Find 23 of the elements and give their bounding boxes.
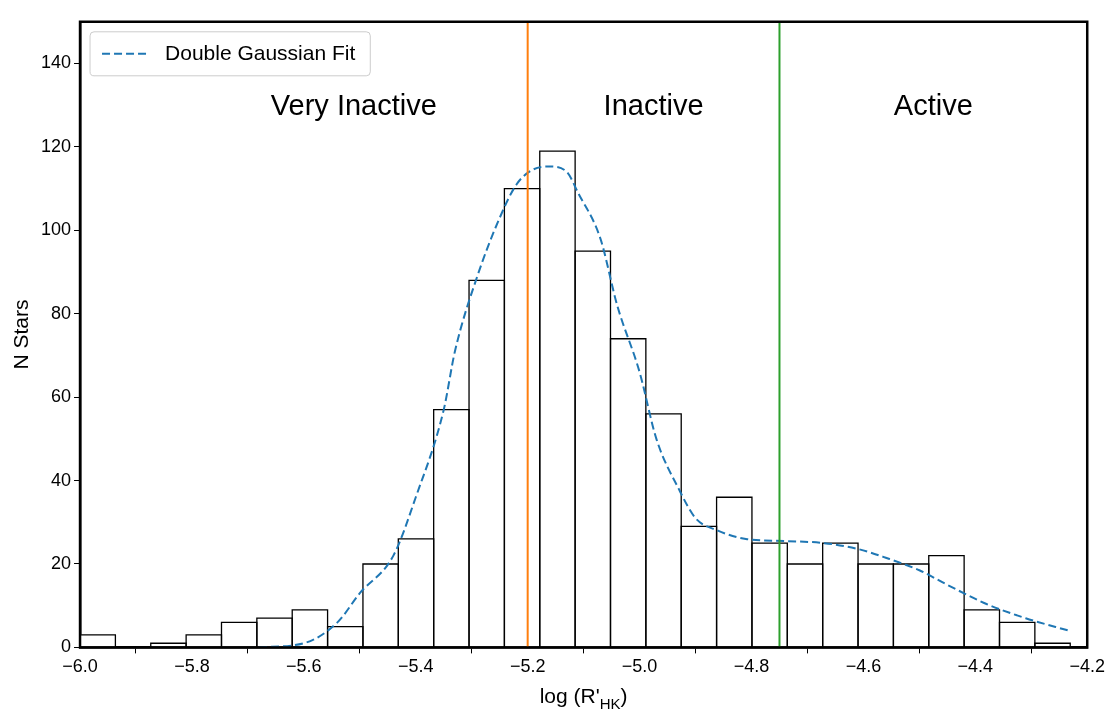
annotation: Active: [893, 88, 973, 121]
annotation: Very Inactive: [270, 88, 437, 121]
y-tick-label: 120: [40, 135, 72, 156]
y-tick-label: 100: [40, 219, 72, 240]
x-tick-label: −5.8: [174, 656, 210, 677]
y-tick-label: 140: [40, 52, 72, 73]
x-tick-label: −5.4: [397, 656, 434, 677]
y-tick-label: 40: [51, 469, 72, 490]
y-axis-title: N Stars: [9, 299, 32, 370]
annotation: Inactive: [603, 88, 704, 121]
x-tick-label: −4.4: [957, 656, 994, 677]
x-tick-label: −4.6: [845, 656, 882, 677]
y-tick-label: 20: [51, 552, 72, 573]
x-tick-label: −4.8: [733, 656, 770, 677]
legend-label: Double Gaussian Fit: [165, 40, 356, 64]
x-tick-label: −6.0: [62, 656, 98, 677]
x-tick-label: −4.2: [1069, 656, 1106, 677]
y-tick-label: 0: [61, 636, 72, 657]
y-tick-label: 60: [51, 386, 72, 407]
x-tick-label: −5.6: [286, 656, 322, 677]
x-tick-label: −5.0: [621, 656, 658, 677]
x-tick-label: −5.2: [509, 656, 546, 677]
y-tick-label: 80: [51, 302, 72, 323]
